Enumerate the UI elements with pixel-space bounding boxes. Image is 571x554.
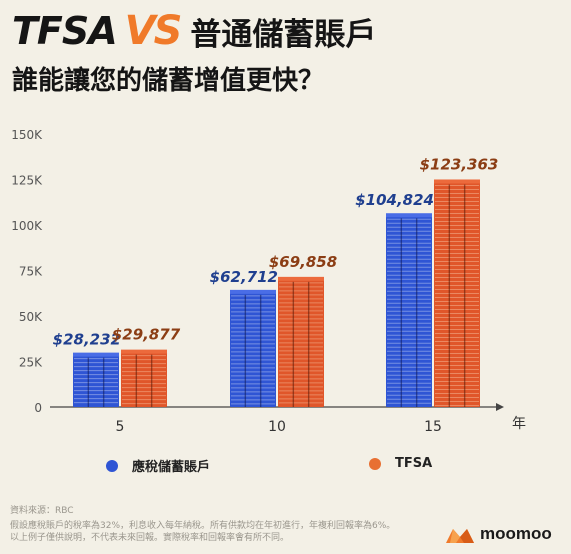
data-label: $104,824 <box>355 191 434 209</box>
bar-top <box>73 352 119 357</box>
bar <box>121 352 167 407</box>
bar-top <box>386 213 432 218</box>
source-line: 資料來源：RBC <box>10 506 74 516</box>
x-tick-label: 5 <box>116 419 125 435</box>
x-axis-arrow <box>496 403 504 411</box>
y-tick-label: 50K <box>19 310 43 324</box>
page-title: TFSA VS 普通儲蓄賬戶 <box>12 6 376 56</box>
bar <box>230 292 276 407</box>
title-savings-account: 普通儲蓄賬戶 <box>190 16 377 53</box>
title-tfsa: TFSA <box>12 9 118 53</box>
y-tick-label: 125K <box>11 174 43 188</box>
brand-name: moomoo <box>480 524 552 543</box>
y-tick-label: 75K <box>19 265 43 279</box>
y-tick-label: 150K <box>11 128 43 142</box>
note-line-2: 以上例子僅供說明，不代表未來回報。實際稅率和回報率會有所不同。 <box>10 533 290 543</box>
y-tick-label: 100K <box>11 219 43 233</box>
bar-top <box>230 289 276 294</box>
x-tick-label: 10 <box>268 419 286 435</box>
data-label: $69,858 <box>269 253 337 271</box>
bar-top <box>121 349 167 354</box>
y-tick-label: 25K <box>19 356 43 370</box>
chart-legend: 應稅儲蓄賬戶 TFSA <box>0 456 571 476</box>
data-label: $29,877 <box>112 326 181 344</box>
moomoo-logo: moomoo <box>444 523 552 545</box>
data-label: $28,232 <box>53 331 121 349</box>
legend-dot-taxable <box>106 459 118 472</box>
source-notes: 資料來源：RBC 假設應稅賬戶的稅率為32%，利息收入每年納稅。所有供款均在年初… <box>10 505 395 544</box>
bar <box>73 355 119 407</box>
x-axis-unit: 年 <box>512 416 526 432</box>
legend-label-tfsa: TFSA <box>395 456 433 471</box>
legend-item-tfsa: TFSA <box>369 456 432 471</box>
y-tick-label: 0 <box>34 401 42 415</box>
bar-top <box>278 276 324 281</box>
legend-label-taxable: 應稅儲蓄賬戶 <box>132 460 211 475</box>
bar <box>278 279 324 407</box>
x-tick-label: 15 <box>424 419 442 435</box>
bar <box>386 216 432 407</box>
legend-dot-tfsa <box>369 457 381 470</box>
data-label: $62,712 <box>210 268 278 286</box>
note-line-1: 假設應稅賬戶的稅率為32%，利息收入每年納稅。所有供款均在年初進行，年複利回報率… <box>10 521 396 531</box>
legend-item-taxable: 應稅儲蓄賬戶 <box>106 456 210 475</box>
bar <box>434 182 480 407</box>
bar-top <box>434 179 480 184</box>
page-subtitle: 誰能讓您的儲蓄增值更快？ <box>12 66 325 96</box>
title-vs: VS <box>124 8 183 54</box>
data-label: $123,363 <box>420 155 499 173</box>
moomoo-logo-icon <box>446 529 474 543</box>
